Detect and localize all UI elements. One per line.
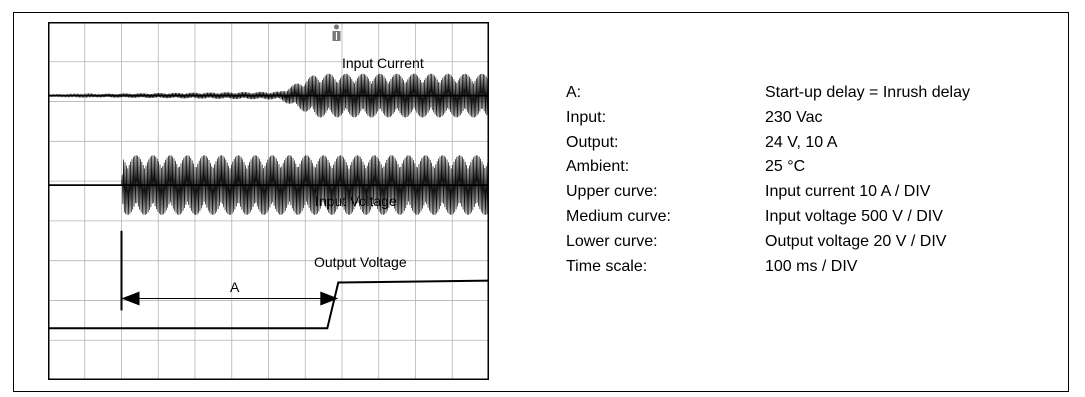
info-row: Medium curve: Input voltage 500 V / DIV <box>566 205 970 230</box>
screen-border <box>48 22 489 380</box>
info-key: Output: <box>566 133 619 151</box>
arrow-right-icon <box>320 291 339 306</box>
info-key: A: <box>566 84 582 101</box>
info-row: A: Start-up delay = Inrush delay <box>566 81 970 106</box>
info-value: Input voltage 500 V / DIV <box>765 207 943 225</box>
trigger-marker-icon <box>332 24 341 41</box>
info-row: Lower curve: Output voltage 20 V / DIV <box>566 230 970 255</box>
label-input-voltage: Input Voltage <box>315 193 397 209</box>
info-value: 24 V, 10 A <box>765 133 838 151</box>
info-row: Upper curve: Input current 10 A / DIV <box>566 180 970 205</box>
info-key: Ambient: <box>566 158 630 176</box>
info-key: Time scale: <box>566 257 648 275</box>
info-key: Medium curve: <box>566 207 671 225</box>
info-row: Ambient: 25 °C <box>566 155 970 180</box>
info-table: A: Start-up delay = Inrush delay Input: 23… <box>566 81 970 279</box>
figure-frame <box>13 12 1069 392</box>
arrow-left-icon <box>121 291 140 306</box>
info-value: 100 ms / DIV <box>765 257 858 275</box>
info-key: Lower curve: <box>566 232 658 250</box>
info-row: Output: 24 V, 10 A <box>566 131 970 156</box>
info-key: Upper curve: <box>566 183 658 201</box>
info-value: Output voltage 20 V / DIV <box>765 232 947 250</box>
label-input-current: Input Current <box>342 55 424 71</box>
info-row: Input: 230 Vac <box>566 106 970 131</box>
trigger-marker-dot <box>333 24 339 30</box>
info-value: 230 Vac <box>765 108 823 126</box>
chart-annotations <box>120 24 341 311</box>
info-key: Input: <box>566 108 607 126</box>
info-value: Start-up delay = Inrush delay <box>765 84 971 101</box>
oscilloscope-chart: Input Current Input Voltage Output Volta… <box>48 22 489 380</box>
info-value: Input current 10 A / DIV <box>765 183 931 201</box>
trace-input-current <box>48 73 489 118</box>
trace-output-voltage <box>48 279 489 330</box>
chart-traces <box>48 73 489 330</box>
oscilloscope-screen: Input Current Input Voltage Output Volta… <box>48 22 489 380</box>
info-value: 25 °C <box>765 158 806 176</box>
label-a-marker: A <box>230 279 240 295</box>
info-row: Time scale: 100 ms / DIV <box>566 255 970 280</box>
label-output-voltage: Output Voltage <box>314 254 407 270</box>
